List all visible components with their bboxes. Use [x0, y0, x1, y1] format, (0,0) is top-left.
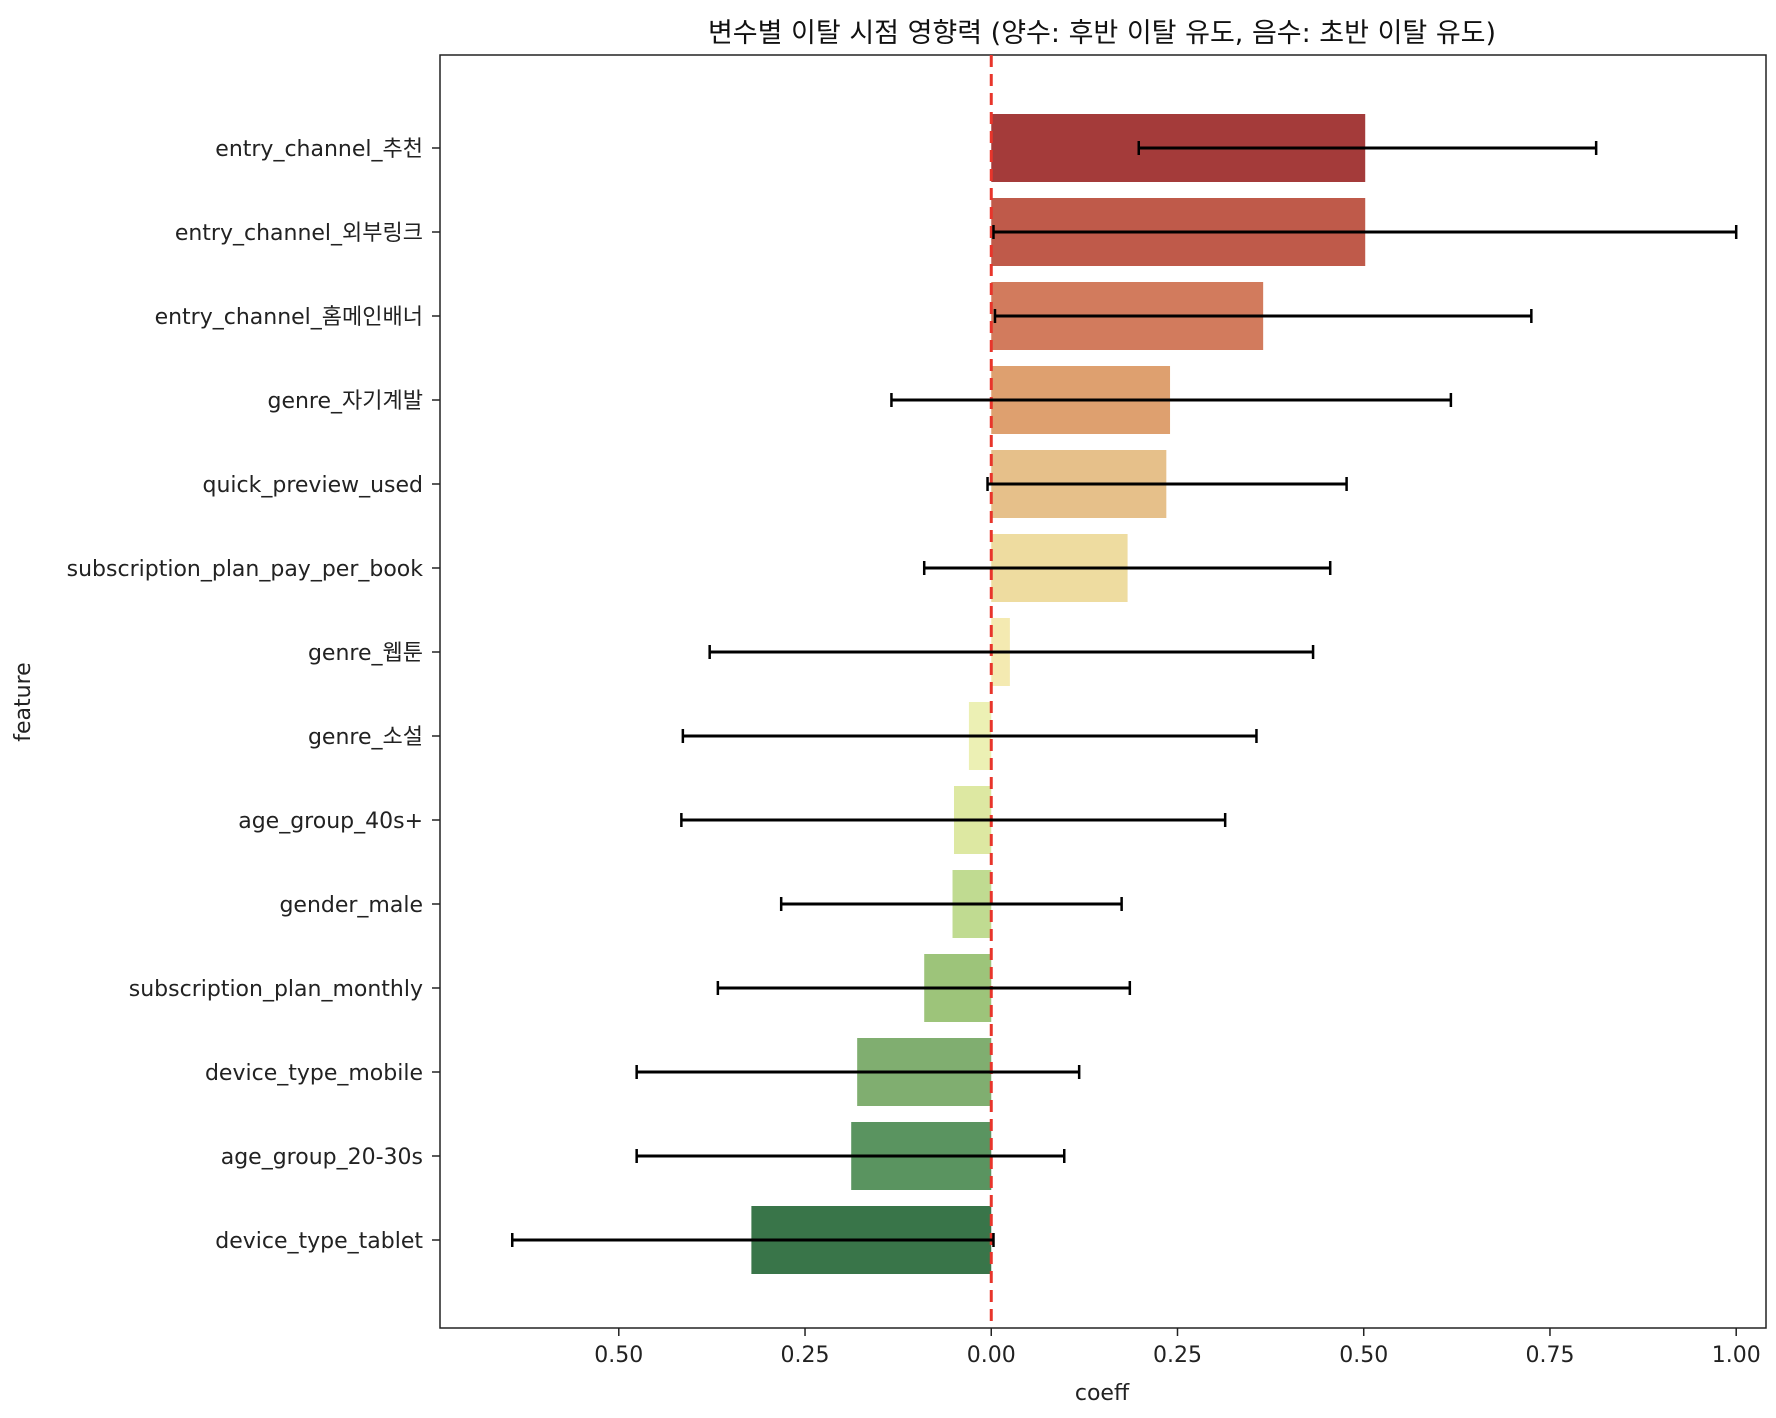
- error-bar: [779, 897, 1123, 911]
- x-tick-label: 0.00: [967, 1343, 1016, 1368]
- y-tick-label: quick_preview_used: [203, 473, 423, 498]
- x-axis-label: coeff: [1075, 1381, 1130, 1406]
- error-bar: [680, 813, 1227, 827]
- chart-title: 변수별 이탈 시점 영향력 (양수: 후반 이탈 유도, 음수: 초반 이탈 유…: [708, 18, 1496, 49]
- y-tick-label: subscription_plan_pay_per_book: [67, 557, 424, 582]
- x-tick-label: 1.00: [1712, 1343, 1761, 1368]
- y-axis-label: feature: [11, 662, 36, 741]
- error-bar: [992, 225, 1738, 239]
- y-tick-label: entry_channel_외부링크: [175, 221, 423, 246]
- x-tick-label: 0.25: [781, 1343, 830, 1368]
- error-bar: [635, 1149, 1066, 1163]
- plot-area: [439, 54, 1767, 1329]
- y-tick-label: device_type_mobile: [205, 1061, 423, 1086]
- plot-frame: [439, 54, 1767, 1329]
- x-tick-label: 0.75: [1525, 1343, 1574, 1368]
- error-bar: [716, 981, 1132, 995]
- x-tick-label: 0.50: [594, 1343, 643, 1368]
- y-tick-label: genre_웹툰: [308, 641, 423, 666]
- error-bar: [986, 477, 1348, 491]
- error-bar: [511, 1233, 995, 1247]
- y-tick-label: genre_자기계발: [267, 389, 423, 414]
- error-bar: [635, 1065, 1081, 1079]
- y-tick-label: subscription_plan_monthly: [129, 977, 423, 1002]
- y-tick-label: device_type_tablet: [215, 1229, 423, 1254]
- y-tick-label: genre_소설: [308, 725, 423, 750]
- y-tick-label: age_group_20-30s: [221, 1145, 423, 1170]
- error-bar: [681, 729, 1258, 743]
- y-tick-label: gender_male: [279, 893, 423, 918]
- x-axis: 0.50 0.25 0.00 0.25 0.50 0.75 1.00: [594, 1328, 1761, 1368]
- error-bar: [922, 561, 1332, 575]
- error-bar: [708, 645, 1315, 659]
- error-bar: [890, 393, 1453, 407]
- y-axis: entry_channel_추천 entry_channel_외부링크 entry_…: [67, 137, 440, 1254]
- y-tick-label: entry_channel_홈메인배너: [155, 305, 423, 330]
- error-bar: [1137, 141, 1598, 155]
- error-bar: [993, 309, 1533, 323]
- x-tick-label: 0.25: [1153, 1343, 1202, 1368]
- y-tick-label: entry_channel_추천: [215, 137, 423, 162]
- y-tick-label: age_group_40s+: [238, 809, 423, 834]
- x-tick-label: 0.50: [1339, 1343, 1388, 1368]
